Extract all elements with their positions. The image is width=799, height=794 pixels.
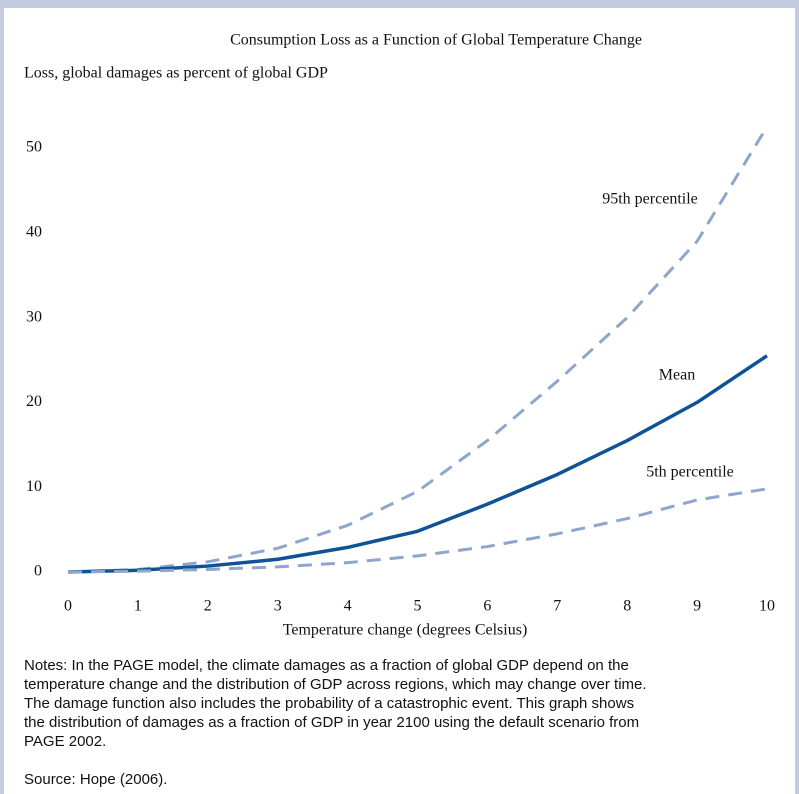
x-tick-label: 2 xyxy=(204,598,212,615)
x-tick-label: 9 xyxy=(693,598,701,615)
x-tick-label: 5 xyxy=(414,598,422,615)
y-tick-label: 50 xyxy=(26,139,42,156)
note-line: Notes: In the PAGE model, the climate da… xyxy=(24,657,629,674)
y-tick-label: 30 xyxy=(26,308,42,325)
x-axis-label: Temperature change (degrees Celsius) xyxy=(283,622,528,639)
note-line: temperature change and the distribution … xyxy=(24,676,647,693)
source: Source: Hope (2006). xyxy=(24,771,167,788)
y-tick-label: 20 xyxy=(26,393,42,410)
x-tick-label: 4 xyxy=(344,598,352,615)
x-tick-label: 1 xyxy=(134,598,142,615)
panel xyxy=(4,8,795,794)
series-line xyxy=(67,354,768,574)
x-tick-label: 10 xyxy=(759,598,775,615)
y-tick-label: 10 xyxy=(26,478,42,495)
series-label: Mean xyxy=(659,367,695,384)
series-label: 5th percentile xyxy=(646,464,734,481)
x-tick-label: 0 xyxy=(64,598,72,615)
x-tick-label: 6 xyxy=(483,598,491,615)
series-label: 95th percentile xyxy=(602,191,698,208)
note-line: the distribution of damages as a fractio… xyxy=(24,714,639,731)
x-tick-label: 3 xyxy=(274,598,282,615)
note-line: PAGE 2002. xyxy=(24,733,106,750)
y-tick-label: 0 xyxy=(34,563,42,580)
x-tick-label: 8 xyxy=(623,598,631,615)
y-axis-label: Loss, global damages as percent of globa… xyxy=(24,65,328,82)
series-line xyxy=(67,487,768,574)
chart-title: Consumption Loss as a Function of Global… xyxy=(230,32,642,49)
note-line: The damage function also includes the pr… xyxy=(24,695,634,712)
series-line xyxy=(67,126,769,574)
x-tick-label: 7 xyxy=(553,598,561,615)
y-tick-label: 40 xyxy=(26,223,42,240)
